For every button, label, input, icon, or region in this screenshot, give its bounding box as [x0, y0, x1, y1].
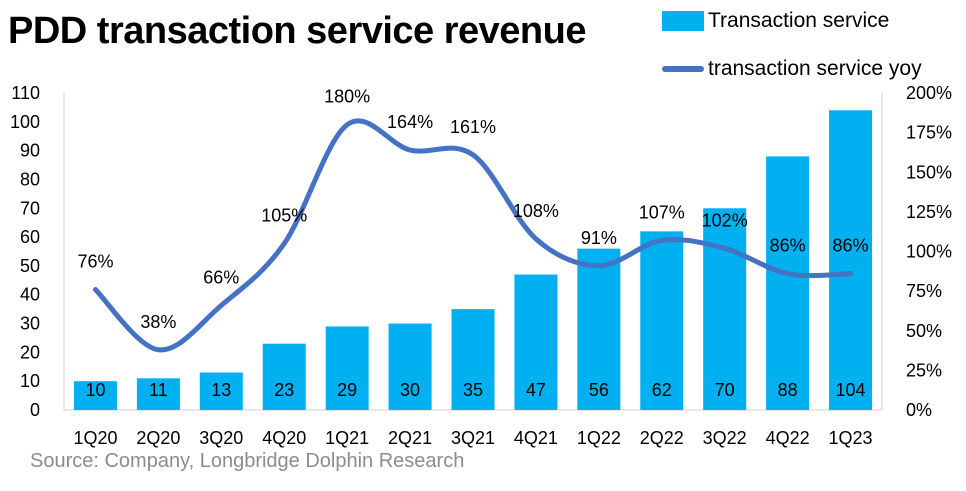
- bar-data-label: 62: [652, 380, 672, 400]
- y-tick-left: 60: [20, 227, 40, 247]
- y-tick-left: 20: [20, 342, 40, 362]
- y-tick-left: 30: [20, 314, 40, 334]
- yoy-data-label: 86%: [833, 236, 869, 256]
- yoy-data-label: 107%: [639, 202, 685, 222]
- chart-title: PDD transaction service revenue: [8, 10, 587, 52]
- y-tick-right: 50%: [906, 321, 942, 341]
- yoy-data-label: 66%: [203, 267, 239, 287]
- yoy-data-label: 105%: [261, 206, 307, 226]
- legend-label-line: transaction service yoy: [708, 57, 922, 80]
- bar: [451, 309, 495, 410]
- yoy-data-label: 180%: [324, 87, 370, 107]
- y-tick-right: 125%: [906, 202, 952, 222]
- bar-data-label: 29: [337, 380, 357, 400]
- bar-data-label: 13: [211, 380, 231, 400]
- bar: [199, 372, 243, 410]
- bar: [262, 343, 306, 410]
- y-tick-left: 10: [20, 371, 40, 391]
- x-tick-label: 1Q20: [73, 428, 117, 448]
- bar-data-label: 70: [715, 380, 735, 400]
- bar: [703, 208, 747, 410]
- x-tick-label: 3Q21: [451, 428, 495, 448]
- yoy-data-label: 108%: [513, 201, 559, 221]
- y-tick-right: 0%: [906, 400, 932, 420]
- bar-data-label: 10: [85, 380, 105, 400]
- bar-data-label: 56: [589, 380, 609, 400]
- x-tick-label: 3Q20: [199, 428, 243, 448]
- y-tick-left: 100: [10, 112, 40, 132]
- bar-data-label: 11: [149, 380, 168, 400]
- source-note: Source: Company, Longbridge Dolphin Rese…: [30, 450, 465, 472]
- legend: Transaction service transaction service …: [662, 6, 922, 102]
- yoy-data-label: 91%: [581, 228, 617, 248]
- y-tick-left: 40: [20, 285, 40, 305]
- legend-swatch-bar: [662, 11, 704, 31]
- x-tick-label: 2Q22: [640, 428, 684, 448]
- y-tick-left: 90: [20, 141, 40, 161]
- x-tick-label: 2Q21: [388, 428, 432, 448]
- bar-data-label: 88: [778, 380, 798, 400]
- bar: [766, 156, 810, 410]
- yoy-line: [92, 118, 854, 353]
- x-tick-label: 4Q21: [514, 428, 558, 448]
- legend-item-line: transaction service yoy: [662, 54, 922, 84]
- y-tick-right: 175%: [906, 123, 952, 143]
- yoy-data-label: 164%: [387, 112, 433, 132]
- x-tick-label: 1Q23: [829, 428, 873, 448]
- y-tick-left: 0: [30, 400, 40, 420]
- x-tick-label: 1Q21: [325, 428, 369, 448]
- bar: [73, 381, 117, 410]
- y-tick-left: 80: [20, 169, 40, 189]
- x-tick-label: 2Q20: [136, 428, 180, 448]
- y-tick-left: 70: [20, 198, 40, 218]
- yoy-data-label: 76%: [77, 252, 113, 272]
- bar: [325, 326, 369, 410]
- y-tick-right: 100%: [906, 242, 952, 262]
- bar-data-label: 47: [526, 380, 546, 400]
- legend-swatch-line: [662, 66, 704, 72]
- y-tick-right: 150%: [906, 162, 952, 182]
- bar: [640, 231, 684, 410]
- bar-data-label: 35: [463, 380, 483, 400]
- y-tick-right: 75%: [906, 281, 942, 301]
- bar: [136, 378, 180, 410]
- x-tick-label: 3Q22: [703, 428, 747, 448]
- yoy-data-label: 38%: [140, 312, 176, 332]
- y-tick-right: 200%: [906, 83, 952, 103]
- bar-data-label: 30: [400, 380, 420, 400]
- x-tick-label: 4Q22: [766, 428, 810, 448]
- legend-item-bar: Transaction service: [662, 6, 922, 36]
- yoy-data-label: 86%: [770, 236, 806, 256]
- y-tick-left: 110: [11, 83, 40, 103]
- x-tick-label: 4Q20: [262, 428, 306, 448]
- yoy-data-label: 161%: [450, 117, 496, 137]
- bar-data-label: 23: [274, 380, 294, 400]
- yoy-data-label: 102%: [702, 210, 748, 230]
- bar: [514, 274, 558, 410]
- x-tick-label: 1Q22: [577, 428, 621, 448]
- bar: [388, 323, 432, 410]
- y-tick-left: 50: [20, 256, 40, 276]
- legend-label-bar: Transaction service: [708, 9, 890, 32]
- bar: [577, 248, 621, 410]
- bar: [829, 110, 873, 411]
- bar-data-label: 104: [836, 380, 866, 400]
- y-tick-right: 25%: [906, 360, 942, 380]
